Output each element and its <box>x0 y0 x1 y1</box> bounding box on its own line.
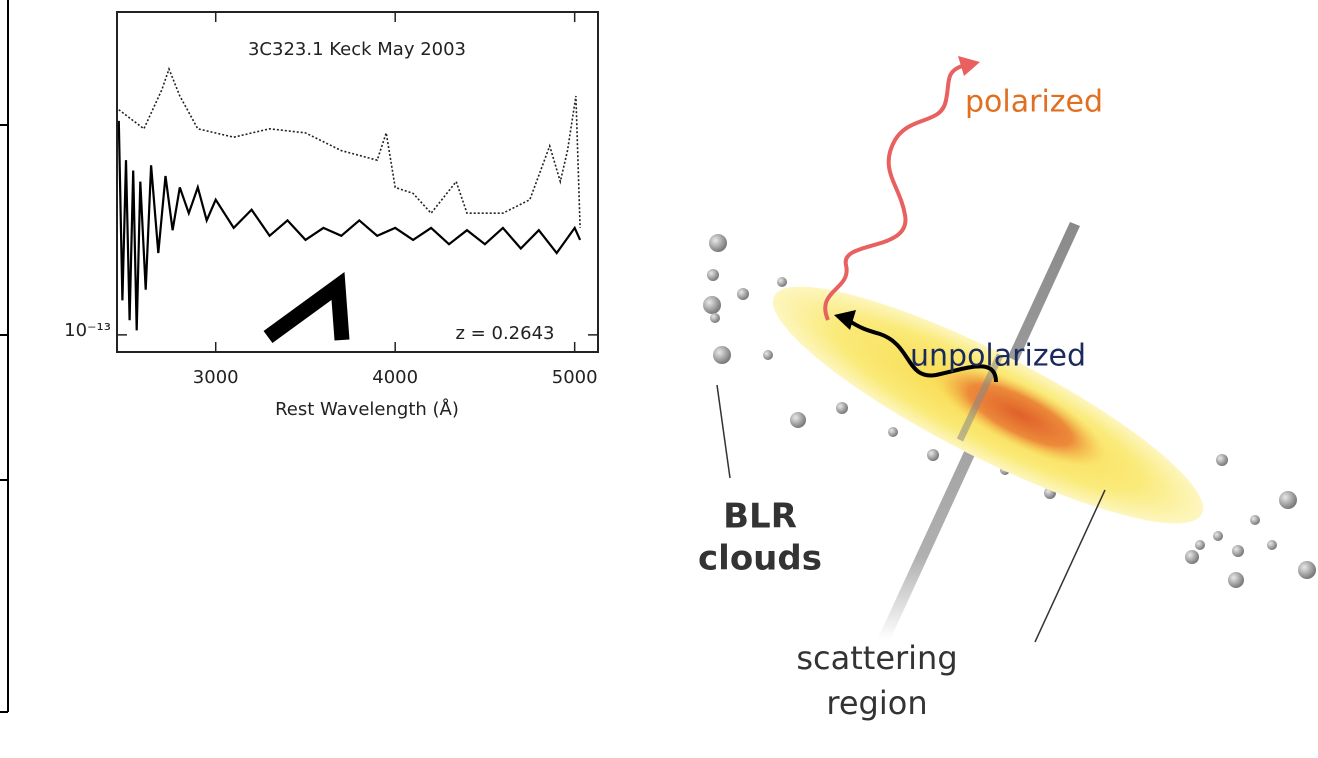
cloud <box>737 288 749 300</box>
cloud <box>1279 491 1297 509</box>
cloud <box>888 427 898 437</box>
cloud <box>709 234 727 252</box>
cloud <box>1213 531 1223 541</box>
chart-title: 3C323.1 Keck May 2003 <box>248 39 466 60</box>
cloud <box>1216 454 1228 466</box>
cloud <box>1232 545 1244 557</box>
arrowhead <box>958 56 980 76</box>
cloud <box>777 277 787 287</box>
page: 3C323.1 Keck May 2003 z = 0.2643 Rest Wa… <box>0 0 1318 758</box>
x-axis-label: Rest Wavelength (Å) <box>275 398 459 420</box>
cloud <box>790 412 806 428</box>
y-tick-label: 10⁻¹³ <box>64 320 111 341</box>
cloud <box>1267 540 1277 550</box>
label: unpolarized <box>910 339 1086 374</box>
cloud <box>927 449 939 461</box>
cloud <box>707 269 719 281</box>
label: BLR <box>723 497 797 537</box>
cloud <box>763 350 773 360</box>
partial-panel <box>0 0 8 712</box>
cloud <box>1195 540 1205 550</box>
x-tick-label: 3000 <box>193 367 239 388</box>
spectrum-line <box>119 69 580 228</box>
chevron <box>268 286 342 340</box>
cloud <box>1298 561 1316 579</box>
pointer <box>1035 490 1105 642</box>
annotation: z = 0.2643 <box>456 323 555 344</box>
cloud <box>703 296 721 314</box>
cloud <box>713 346 731 364</box>
x-tick-label: 4000 <box>372 367 418 388</box>
polarized-arrow <box>825 66 962 320</box>
diagram: polarized unpolarized BLR clouds scatter… <box>698 56 1316 722</box>
cloud <box>1228 572 1244 588</box>
label: scattering <box>796 639 957 677</box>
cloud <box>710 313 720 323</box>
plot-frame <box>117 12 598 352</box>
cloud <box>836 402 848 414</box>
label: polarized <box>965 85 1103 120</box>
label: region <box>826 684 927 722</box>
pointer <box>717 385 730 478</box>
cloud <box>1185 550 1199 564</box>
x-tick-label: 5000 <box>552 367 598 388</box>
label: clouds <box>698 539 822 579</box>
cloud <box>1250 515 1260 525</box>
spectrum-chart: 3C323.1 Keck May 2003 z = 0.2643 Rest Wa… <box>64 12 598 420</box>
